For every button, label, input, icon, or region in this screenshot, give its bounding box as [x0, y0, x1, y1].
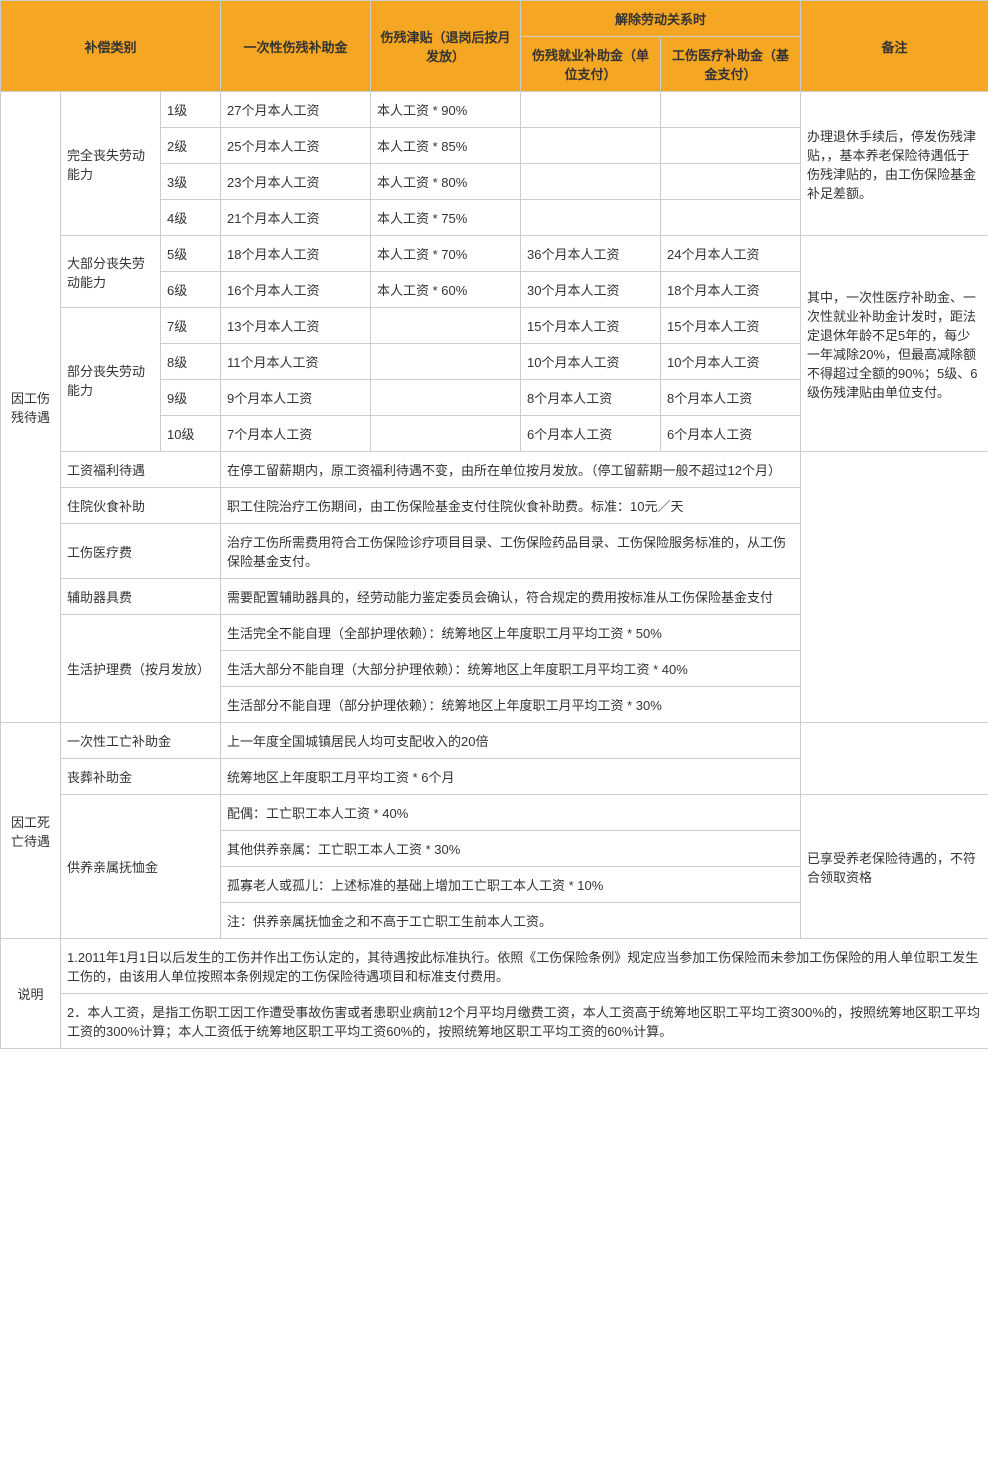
item-label: 工伤医疗费	[61, 524, 221, 579]
one-time-cell: 16个月本人工资	[221, 272, 371, 308]
allowance-cell: 本人工资 * 70%	[371, 236, 521, 272]
explain-text: 2．本人工资，是指工伤职工因工作遭受事故伤害或者患职业病前12个月平均月缴费工资…	[61, 994, 988, 1049]
grade-cell: 1级	[161, 92, 221, 128]
capacity-full-loss: 完全丧失劳动能力	[61, 92, 161, 236]
item-label: 一次性工亡补助金	[61, 723, 221, 759]
grade-cell: 6级	[161, 272, 221, 308]
grade-cell: 10级	[161, 416, 221, 452]
item-label: 生活护理费（按月发放）	[61, 615, 221, 723]
item-text: 职工住院治疗工伤期间，由工伤保险基金支付住院伙食补助费。标准：10元／天	[221, 488, 801, 524]
header-allowance: 伤残津贴（退岗后按月发放）	[371, 1, 521, 92]
table-row: 供养亲属抚恤金 配偶：工亡职工本人工资 * 40% 已享受养老保险待遇的，不符合…	[1, 795, 988, 831]
remark-cell: 办理退休手续后，停发伤残津贴，，基本养老保险待遇低于伤残津贴的，由工伤保险基金补…	[801, 92, 988, 236]
table-row: 大部分丧失劳动能力 5级 18个月本人工资 本人工资 * 70% 36个月本人工…	[1, 236, 988, 272]
allowance-cell: 本人工资 * 60%	[371, 272, 521, 308]
one-time-cell: 27个月本人工资	[221, 92, 371, 128]
item-text: 需要配置辅助器具的，经劳动能力鉴定委员会确认，符合规定的费用按标准从工伤保险基金…	[221, 579, 801, 615]
item-text: 治疗工伤所需费用符合工伤保险诊疗项目目录、工伤保险药品目录、工伤保险服务标准的，…	[221, 524, 801, 579]
one-time-cell: 9个月本人工资	[221, 380, 371, 416]
item-text: 配偶：工亡职工本人工资 * 40%	[221, 795, 801, 831]
table-row: 工资福利待遇 在停工留薪期内，原工资福利待遇不变，由所在单位按月发放。（停工留薪…	[1, 452, 988, 488]
grade-cell: 3级	[161, 164, 221, 200]
header-med-subsidy: 工伤医疗补助金（基金支付）	[661, 37, 801, 92]
header-emp-subsidy: 伤残就业补助金（单位支付）	[521, 37, 661, 92]
item-text: 生活大部分不能自理（大部分护理依赖）：统筹地区上年度职工月平均工资 * 40%	[221, 651, 801, 687]
med-cell: 8个月本人工资	[661, 380, 801, 416]
allowance-cell: 本人工资 * 90%	[371, 92, 521, 128]
one-time-cell: 13个月本人工资	[221, 308, 371, 344]
group-death: 因工死亡待遇	[1, 723, 61, 939]
grade-cell: 8级	[161, 344, 221, 380]
item-label: 工资福利待遇	[61, 452, 221, 488]
med-cell: 6个月本人工资	[661, 416, 801, 452]
item-text: 在停工留薪期内，原工资福利待遇不变，由所在单位按月发放。（停工留薪期一般不超过1…	[221, 452, 801, 488]
group-disability: 因工伤残待遇	[1, 92, 61, 723]
grade-cell: 5级	[161, 236, 221, 272]
grade-cell: 4级	[161, 200, 221, 236]
one-time-cell: 21个月本人工资	[221, 200, 371, 236]
table-row: 2．本人工资，是指工伤职工因工作遭受事故伤害或者患职业病前12个月平均月缴费工资…	[1, 994, 988, 1049]
header-category: 补偿类别	[1, 1, 221, 92]
table-row: 因工伤残待遇 完全丧失劳动能力 1级 27个月本人工资 本人工资 * 90% 办…	[1, 92, 988, 128]
header-one-time: 一次性伤残补助金	[221, 1, 371, 92]
emp-cell: 10个月本人工资	[521, 344, 661, 380]
item-label: 辅助器具费	[61, 579, 221, 615]
item-label: 供养亲属抚恤金	[61, 795, 221, 939]
grade-cell: 7级	[161, 308, 221, 344]
allowance-cell: 本人工资 * 75%	[371, 200, 521, 236]
capacity-partial-loss: 部分丧失劳动能力	[61, 308, 161, 452]
one-time-cell: 23个月本人工资	[221, 164, 371, 200]
one-time-cell: 25个月本人工资	[221, 128, 371, 164]
item-text: 其他供养亲属：工亡职工本人工资 * 30%	[221, 831, 801, 867]
item-text: 生活完全不能自理（全部护理依赖）：统筹地区上年度职工月平均工资 * 50%	[221, 615, 801, 651]
group-explain: 说明	[1, 939, 61, 1049]
header-termination: 解除劳动关系时	[521, 1, 801, 37]
explain-text: 1.2011年1月1日以后发生的工伤并作出工伤认定的，其待遇按此标准执行。依照《…	[61, 939, 988, 994]
item-label: 丧葬补助金	[61, 759, 221, 795]
med-cell: 15个月本人工资	[661, 308, 801, 344]
allowance-cell: 本人工资 * 80%	[371, 164, 521, 200]
item-text: 上一年度全国城镇居民人均可支配收入的20倍	[221, 723, 801, 759]
emp-cell: 15个月本人工资	[521, 308, 661, 344]
item-label: 住院伙食补助	[61, 488, 221, 524]
one-time-cell: 7个月本人工资	[221, 416, 371, 452]
item-text: 孤寡老人或孤儿：上述标准的基础上增加工亡职工本人工资 * 10%	[221, 867, 801, 903]
header-remarks: 备注	[801, 1, 988, 92]
item-text: 统筹地区上年度职工月平均工资 * 6个月	[221, 759, 801, 795]
med-cell: 24个月本人工资	[661, 236, 801, 272]
remark-cell: 其中，一次性医疗补助金、一次性就业补助金计发时，距法定退休年龄不足5年的，每少一…	[801, 236, 988, 452]
grade-cell: 2级	[161, 128, 221, 164]
item-text: 生活部分不能自理（部分护理依赖）：统筹地区上年度职工月平均工资 * 30%	[221, 687, 801, 723]
emp-cell: 6个月本人工资	[521, 416, 661, 452]
one-time-cell: 18个月本人工资	[221, 236, 371, 272]
med-cell: 10个月本人工资	[661, 344, 801, 380]
remark-cell: 已享受养老保险待遇的，不符合领取资格	[801, 795, 988, 939]
table-row: 因工死亡待遇 一次性工亡补助金 上一年度全国城镇居民人均可支配收入的20倍	[1, 723, 988, 759]
emp-cell: 30个月本人工资	[521, 272, 661, 308]
allowance-cell: 本人工资 * 85%	[371, 128, 521, 164]
capacity-most-loss: 大部分丧失劳动能力	[61, 236, 161, 308]
grade-cell: 9级	[161, 380, 221, 416]
one-time-cell: 11个月本人工资	[221, 344, 371, 380]
table-row: 说明 1.2011年1月1日以后发生的工伤并作出工伤认定的，其待遇按此标准执行。…	[1, 939, 988, 994]
med-cell: 18个月本人工资	[661, 272, 801, 308]
emp-cell: 8个月本人工资	[521, 380, 661, 416]
emp-cell: 36个月本人工资	[521, 236, 661, 272]
item-text: 注：供养亲属抚恤金之和不高于工亡职工生前本人工资。	[221, 903, 801, 939]
compensation-table: 补偿类别 一次性伤残补助金 伤残津贴（退岗后按月发放） 解除劳动关系时 备注 伤…	[0, 0, 988, 1049]
